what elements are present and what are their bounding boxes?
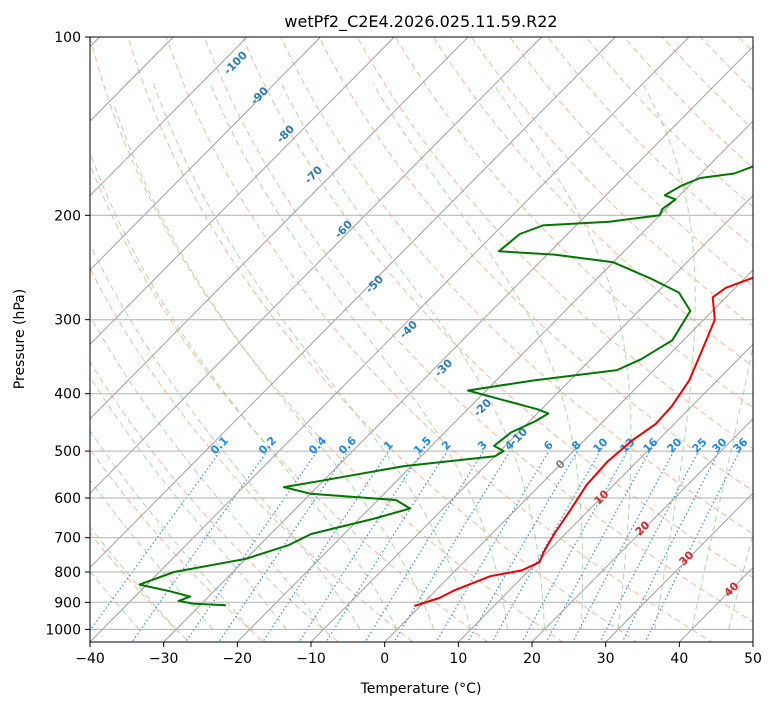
axes: −40 −30 −20 −10 0 10 20 30 40 50 1000 900 800 700 600 5…	[45, 30, 762, 667]
mixing-ratio-line	[262, 450, 390, 642]
dry-adiabat-line	[90, 267, 414, 642]
dry-adiabat-line	[90, 37, 564, 642]
x-tick-label: −10	[296, 651, 326, 667]
y-tick-label: 700	[54, 531, 81, 547]
mixing-ratio-line	[435, 450, 550, 642]
dry-adiabat-line	[318, 37, 753, 492]
y-tick-label: 800	[54, 565, 81, 581]
mixing-ratio-line	[218, 450, 349, 642]
x-tick-label: −30	[149, 651, 179, 667]
x-tick-label: 30	[597, 651, 615, 667]
dry-adiabat-line	[623, 37, 753, 169]
mixing-ratio-line	[131, 450, 268, 642]
y-tick-label: 100	[54, 30, 81, 46]
plot-area	[90, 37, 753, 642]
plot-frame	[89, 36, 754, 643]
moist-adiabat-line	[728, 532, 753, 630]
y-tick-label: 200	[54, 208, 81, 224]
x-tick-label: −40	[75, 651, 105, 667]
moist-adiabat-line	[209, 83, 509, 630]
moist-adiabat-line	[90, 375, 287, 630]
chart-title: wetPf2_C2E4.2026.025.11.59.R22	[284, 12, 557, 32]
moist-adiabat-line	[90, 525, 177, 630]
isotherm-line	[236, 120, 753, 642]
dry-adiabat-line	[203, 37, 753, 623]
mixing-ratio-line	[298, 450, 424, 642]
background-lines	[90, 37, 753, 642]
x-axis-title: Temperature (°C)	[360, 681, 482, 697]
isotherm-line	[90, 37, 616, 569]
dry-adiabat-line	[356, 37, 753, 450]
moist-adiabat-line	[113, 104, 435, 630]
dry-adiabat-line	[165, 37, 713, 642]
isotherm-line	[163, 45, 753, 642]
x-tick-label: 50	[744, 651, 762, 667]
dry-adiabat-line	[280, 37, 753, 535]
dry-adiabat-line	[470, 37, 753, 327]
mixing-ratio-line	[491, 450, 601, 642]
moist-adiabat-line	[90, 242, 361, 630]
x-tick-label: 40	[670, 651, 688, 667]
dry-adiabat-line	[585, 37, 753, 208]
isotherm-line	[90, 37, 690, 642]
mixing-ratio-line	[521, 450, 629, 642]
y-tick-label: 900	[54, 595, 81, 611]
moist-adiabat-line	[90, 479, 214, 630]
dry-adiabat-line	[90, 448, 265, 642]
isotherm-line	[457, 343, 753, 642]
dry-adiabat-line	[394, 37, 753, 409]
mixing-ratio-line	[644, 450, 741, 642]
y-axis-title: Pressure (hPa)	[12, 289, 28, 389]
y-tick-label: 1000	[45, 622, 81, 638]
x-tick-label: 20	[523, 651, 541, 667]
x-tick-label: 10	[449, 651, 467, 667]
isotherm-line	[384, 269, 753, 642]
moist-adiabat-line	[90, 570, 140, 630]
mixing-ratio-line	[90, 450, 221, 632]
isotherm-line	[90, 37, 542, 494]
moist-adiabat-line	[90, 314, 324, 630]
x-tick-label: −20	[223, 651, 253, 667]
series-layer	[138, 165, 753, 607]
dry-adiabat-line	[432, 37, 753, 368]
isotherm-line	[605, 492, 753, 642]
moist-adiabat-line	[492, 83, 632, 630]
mixing-ratio-line	[466, 450, 579, 642]
isotherm-line	[90, 37, 248, 197]
dry-adiabat-line	[90, 532, 190, 642]
dry-adiabat-line	[127, 37, 638, 642]
isotherm-line	[531, 418, 753, 642]
x-tick-label: 0	[380, 651, 389, 667]
isotherm-line	[310, 194, 753, 642]
y-tick-label: 600	[54, 491, 81, 507]
isotherm-line	[90, 37, 469, 420]
y-tick-label: 500	[54, 444, 81, 460]
moist-adiabat-line	[281, 83, 545, 630]
moist-adiabat-line	[642, 83, 696, 630]
moist-adiabat-line	[90, 151, 398, 630]
dewpoint-profile-line	[138, 165, 753, 607]
y-tick-label: 400	[54, 387, 81, 403]
isotherm-line	[90, 37, 321, 271]
y-tick-label: 300	[54, 313, 81, 329]
isotherm-line	[90, 37, 395, 346]
mixing-ratio-line	[621, 450, 720, 642]
temperature-profile-line	[414, 276, 753, 607]
dry-adiabat-line	[90, 163, 489, 642]
